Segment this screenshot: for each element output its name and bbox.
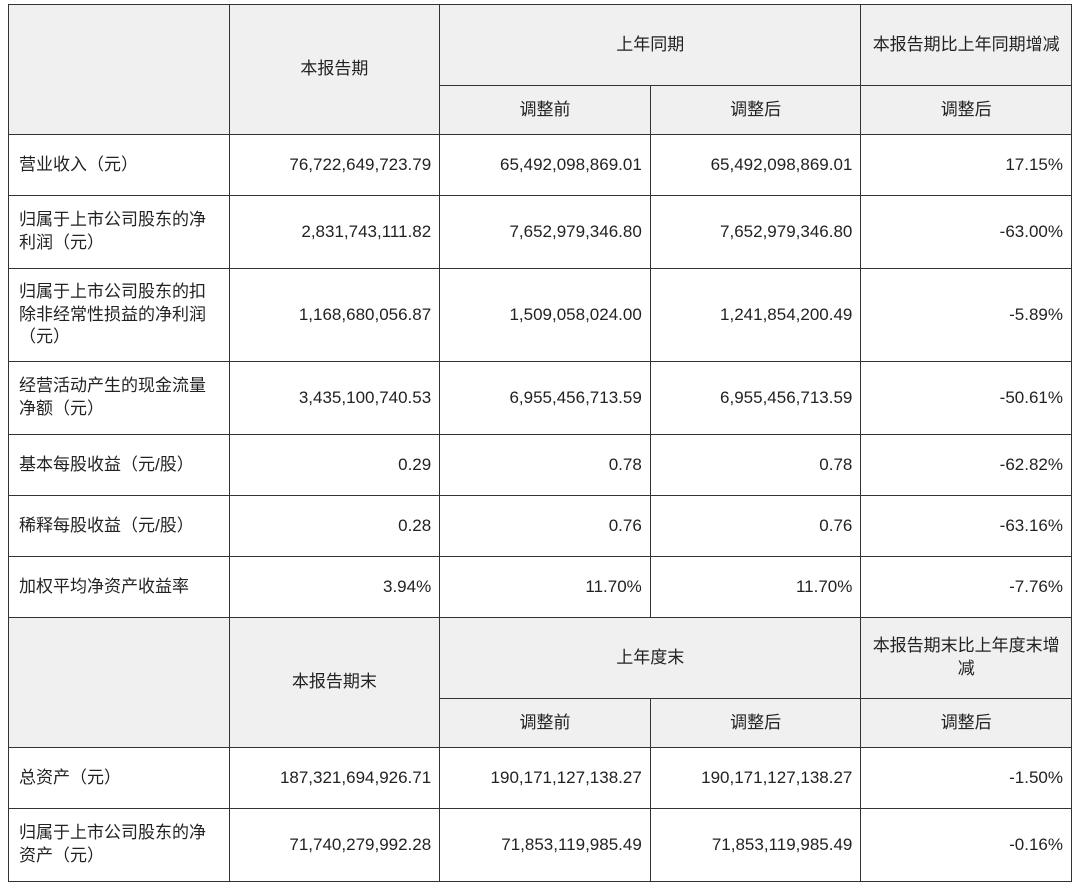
cell-prev-after: 7,652,979,346.80 — [650, 196, 861, 269]
row-label: 加权平均净资产收益率 — [9, 557, 230, 618]
table-row: 归属于上市公司股东的净利润（元） 2,831,743,111.82 7,652,… — [9, 196, 1072, 269]
row-label: 归属于上市公司股东的扣除非经常性损益的净利润（元） — [9, 269, 230, 362]
cell-prev-after: 11.70% — [650, 557, 861, 618]
cell-current: 71,740,279,992.28 — [229, 809, 440, 882]
cell-prev-after: 71,853,119,985.49 — [650, 809, 861, 882]
table-row: 总资产（元） 187,321,694,926.71 190,171,127,13… — [9, 748, 1072, 809]
cell-current: 0.28 — [229, 496, 440, 557]
table-row: 营业收入（元） 76,722,649,723.79 65,492,098,869… — [9, 135, 1072, 196]
cell-prev-after: 65,492,098,869.01 — [650, 135, 861, 196]
row-label: 经营活动产生的现金流量净额（元） — [9, 362, 230, 435]
cell-prev-before: 0.78 — [440, 435, 651, 496]
cell-prev-after: 6,955,456,713.59 — [650, 362, 861, 435]
row-label: 稀释每股收益（元/股） — [9, 496, 230, 557]
cell-current: 76,722,649,723.79 — [229, 135, 440, 196]
cell-change: -50.61% — [861, 362, 1072, 435]
table-row: 归属于上市公司股东的扣除非经常性损益的净利润（元） 1,168,680,056.… — [9, 269, 1072, 362]
cell-prev-before: 7,652,979,346.80 — [440, 196, 651, 269]
cell-change: -63.00% — [861, 196, 1072, 269]
cell-current: 3,435,100,740.53 — [229, 362, 440, 435]
cell-prev-before: 6,955,456,713.59 — [440, 362, 651, 435]
row-label: 总资产（元） — [9, 748, 230, 809]
header-period-end: 本报告期末 — [229, 618, 440, 748]
row-label: 基本每股收益（元/股） — [9, 435, 230, 496]
table-row: 归属于上市公司股东的净资产（元） 71,740,279,992.28 71,85… — [9, 809, 1072, 882]
cell-current: 1,168,680,056.87 — [229, 269, 440, 362]
header-after-adj-1: 调整后 — [650, 86, 861, 135]
table-row: 基本每股收益（元/股） 0.29 0.78 0.78 -62.82% — [9, 435, 1072, 496]
table-row: 加权平均净资产收益率 3.94% 11.70% 11.70% -7.76% — [9, 557, 1072, 618]
table-row: 经营活动产生的现金流量净额（元） 3,435,100,740.53 6,955,… — [9, 362, 1072, 435]
header-change: 本报告期比上年同期增减 — [861, 5, 1072, 86]
header-prev-year-end: 上年度末 — [440, 618, 861, 699]
cell-current: 2,831,743,111.82 — [229, 196, 440, 269]
header-after-adj-1b: 调整后 — [861, 86, 1072, 135]
cell-prev-after: 0.76 — [650, 496, 861, 557]
cell-prev-before: 65,492,098,869.01 — [440, 135, 651, 196]
cell-change: -7.76% — [861, 557, 1072, 618]
header-blank-2 — [9, 618, 230, 748]
cell-change: -63.16% — [861, 496, 1072, 557]
cell-prev-before: 190,171,127,138.27 — [440, 748, 651, 809]
header-current-period: 本报告期 — [229, 5, 440, 135]
cell-prev-before: 1,509,058,024.00 — [440, 269, 651, 362]
cell-prev-before: 0.76 — [440, 496, 651, 557]
header-change-2: 本报告期末比上年度末增减 — [861, 618, 1072, 699]
table-row: 稀释每股收益（元/股） 0.28 0.76 0.76 -63.16% — [9, 496, 1072, 557]
header-after-adj-2: 调整后 — [650, 699, 861, 748]
header-blank-1 — [9, 5, 230, 135]
row-label: 归属于上市公司股东的净利润（元） — [9, 196, 230, 269]
cell-current: 187,321,694,926.71 — [229, 748, 440, 809]
cell-prev-before: 71,853,119,985.49 — [440, 809, 651, 882]
cell-prev-after: 0.78 — [650, 435, 861, 496]
cell-change: -5.89% — [861, 269, 1072, 362]
cell-prev-after: 190,171,127,138.27 — [650, 748, 861, 809]
row-label: 归属于上市公司股东的净资产（元） — [9, 809, 230, 882]
cell-current: 0.29 — [229, 435, 440, 496]
header-before-adj-1: 调整前 — [440, 86, 651, 135]
header-after-adj-2b: 调整后 — [861, 699, 1072, 748]
cell-prev-after: 1,241,854,200.49 — [650, 269, 861, 362]
row-label: 营业收入（元） — [9, 135, 230, 196]
cell-change: -62.82% — [861, 435, 1072, 496]
cell-change: -0.16% — [861, 809, 1072, 882]
cell-current: 3.94% — [229, 557, 440, 618]
header-before-adj-2: 调整前 — [440, 699, 651, 748]
cell-change: 17.15% — [861, 135, 1072, 196]
cell-prev-before: 11.70% — [440, 557, 651, 618]
financial-table: 本报告期 上年同期 本报告期比上年同期增减 调整前 调整后 调整后 营业收入（元… — [8, 4, 1072, 882]
header-prev-period: 上年同期 — [440, 5, 861, 86]
cell-change: -1.50% — [861, 748, 1072, 809]
